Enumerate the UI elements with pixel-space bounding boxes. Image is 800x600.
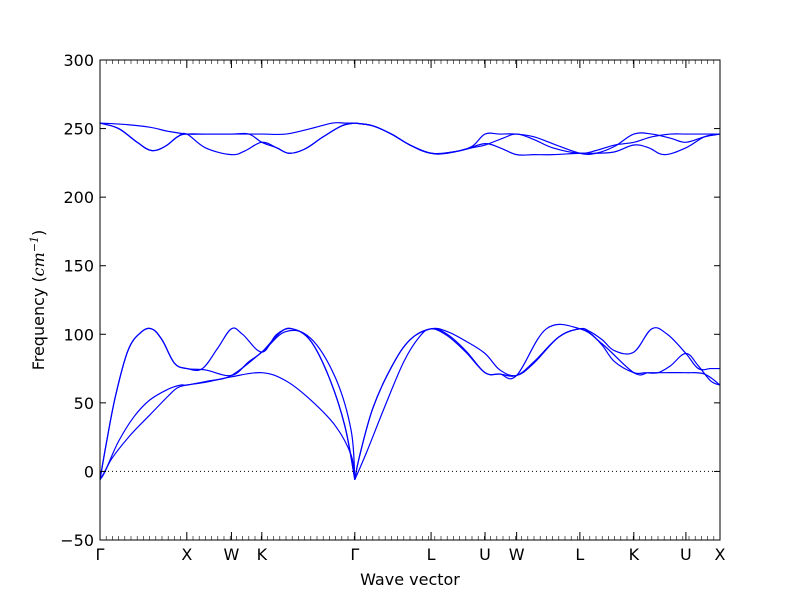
band-line-4	[99, 327, 356, 480]
y-tick-label: 100	[63, 325, 94, 344]
x-tick-label-u: U	[680, 545, 692, 564]
band-line-7	[354, 323, 721, 480]
y-tick-label: 150	[63, 257, 94, 276]
x-tick-label-x: X	[181, 545, 192, 564]
x-tick-label-w: W	[224, 545, 240, 564]
ticks-group	[99, 59, 721, 541]
y-tick-label: 50	[74, 394, 94, 413]
y-label-unit: cm	[29, 252, 48, 276]
x-tick-label-w: W	[509, 545, 525, 564]
x-tick-label-gamma: Γ	[96, 545, 105, 564]
band-line-10	[99, 122, 355, 136]
x-tick-label-k: K	[629, 545, 640, 564]
band-line-6	[354, 327, 720, 480]
y-label-prefix: Frequency (	[29, 276, 48, 370]
plot-area-frame	[99, 59, 721, 541]
y-tick-label: −50	[60, 531, 94, 550]
x-tick-label-l: L	[575, 545, 584, 564]
x-tick-label-x: X	[715, 545, 726, 564]
band-line-2	[99, 329, 356, 480]
series-group	[99, 122, 721, 481]
y-tick-label: 250	[63, 120, 94, 139]
x-tick-label-u: U	[479, 545, 491, 564]
y-axis-label: Frequency (cm−1)	[28, 230, 49, 371]
band-line-13	[354, 122, 720, 155]
y-tick-label: 0	[84, 462, 94, 481]
y-label-exponent: −1	[28, 236, 41, 252]
y-tick-label: 300	[63, 51, 94, 70]
x-tick-label-l: L	[427, 545, 436, 564]
x-axis-label: Wave vector	[360, 570, 460, 589]
y-tick-label: 200	[63, 188, 94, 207]
y-label-close: )	[29, 230, 48, 236]
x-tick-label-k: K	[257, 545, 268, 564]
x-tick-label-gamma: Γ	[350, 545, 359, 564]
